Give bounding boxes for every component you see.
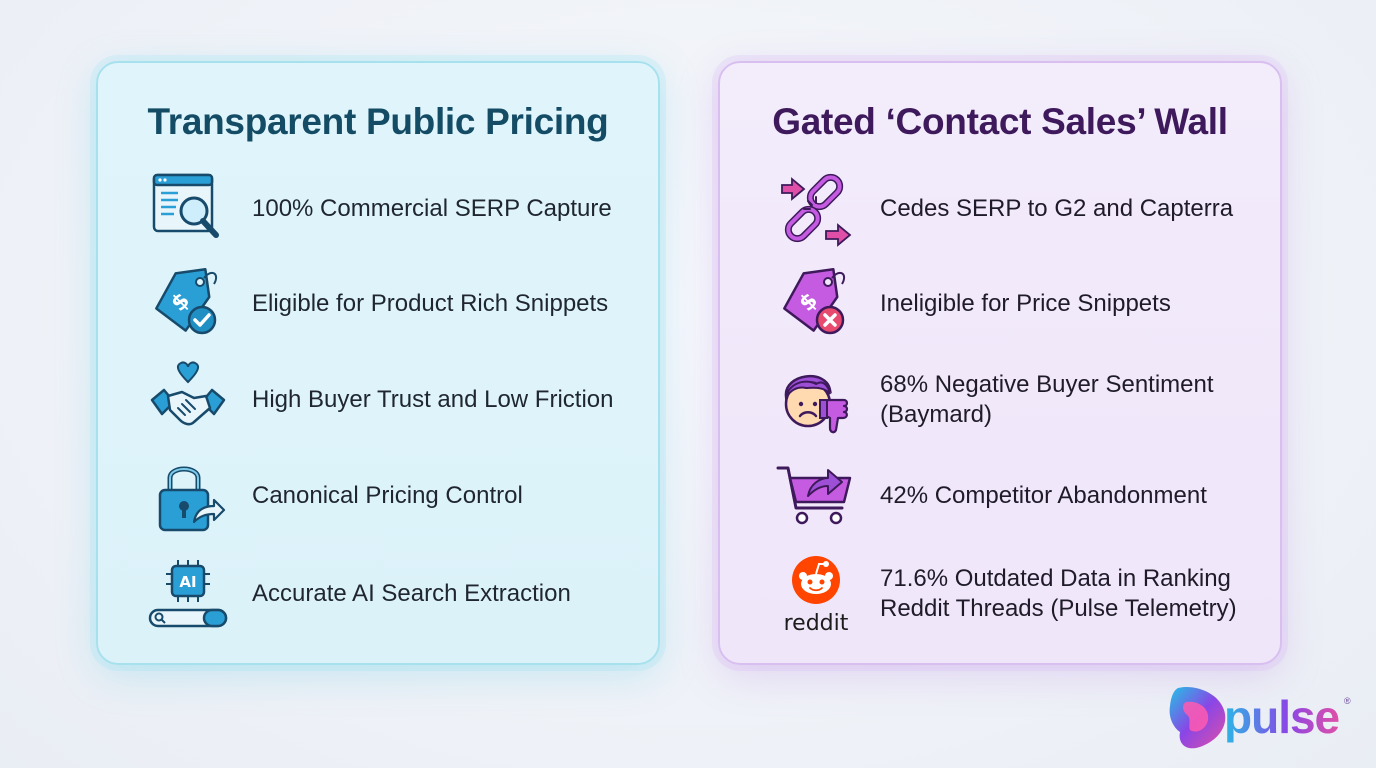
item-label: 100% Commercial SERP Capture — [252, 195, 612, 222]
pulse-wordmark: pulse — [1224, 691, 1340, 743]
pulse-logo: pulse ® — [1164, 684, 1354, 754]
item-label: Ineligible for Price Snippets — [880, 290, 1171, 317]
registered-mark: ® — [1344, 696, 1351, 706]
item-label: 71.6% Outdated Data in Ranking Reddit Th… — [880, 565, 1237, 622]
item-label: Accurate AI Search Extraction — [252, 580, 571, 607]
broken-link-icon — [776, 169, 856, 249]
list-item: $ Eligible for Product Rich Snippets — [148, 264, 638, 344]
gated-contact-sales-panel: Gated ‘Contact Sales’ Wall Cedes SERP to… — [718, 61, 1282, 665]
list-item: High Buyer Trust and Low Friction — [148, 360, 638, 440]
panel-title: Transparent Public Pricing — [147, 101, 609, 142]
item-label: Canonical Pricing Control — [252, 482, 523, 509]
list-item: Canonical Pricing Control — [148, 456, 638, 536]
handshake-heart-icon — [148, 360, 228, 440]
item-label: Eligible for Product Rich Snippets — [252, 290, 609, 317]
transparent-pricing-panel: Transparent Public Pricing 100% Commerci… — [96, 61, 660, 665]
price-tag-x-icon: $ — [776, 264, 856, 344]
panel-title: Gated ‘Contact Sales’ Wall — [772, 101, 1228, 142]
list-item: 42% Competitor Abandonment — [776, 456, 1266, 536]
reddit-wordmark: reddit — [784, 611, 849, 634]
list-item: AI Accurate AI Search Extraction — [148, 554, 638, 634]
browser-magnifier-icon — [148, 169, 228, 249]
item-label: 68% Negative Buyer Sentiment (Baymard) — [880, 371, 1214, 428]
list-item: $ Ineligible for Price Snippets — [776, 264, 1266, 344]
list-item: 100% Commercial SERP Capture — [148, 169, 638, 249]
reddit-logo-icon: reddit — [776, 554, 856, 634]
svg-text:AI: AI — [179, 573, 196, 591]
item-label: 42% Competitor Abandonment — [880, 482, 1207, 509]
item-label: Cedes SERP to G2 and Capterra — [880, 195, 1234, 222]
item-label: High Buyer Trust and Low Friction — [252, 386, 614, 413]
padlock-arrow-icon — [148, 456, 228, 536]
pulse-logo-mark-icon — [1169, 686, 1226, 749]
ai-chip-search-icon: AI — [148, 554, 228, 634]
price-tag-check-icon: $ — [148, 264, 228, 344]
cart-arrow-icon — [776, 456, 856, 536]
list-item: Cedes SERP to G2 and Capterra — [776, 169, 1266, 249]
sad-thumbs-down-icon — [776, 360, 856, 440]
list-item: reddit 71.6% Outdated Data in Ranking Re… — [776, 554, 1266, 634]
list-item: 68% Negative Buyer Sentiment (Baymard) — [776, 360, 1266, 440]
